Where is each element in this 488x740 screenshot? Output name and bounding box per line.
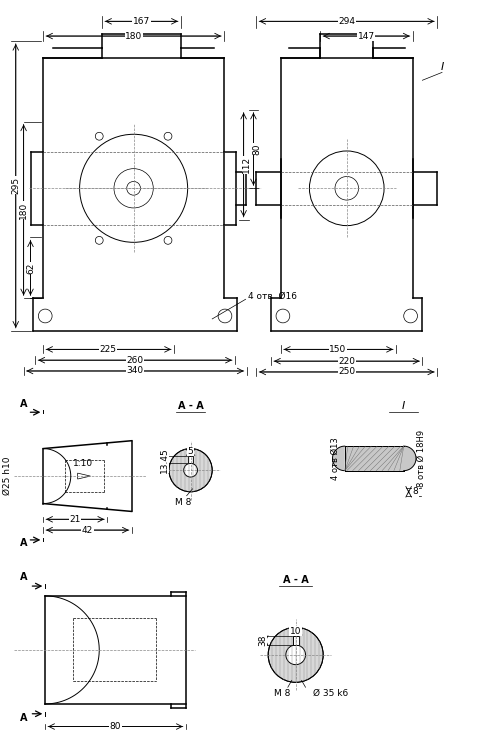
Text: 294: 294 bbox=[338, 17, 354, 26]
Text: 62: 62 bbox=[26, 262, 35, 274]
Text: 260: 260 bbox=[126, 356, 143, 365]
Text: М 8: М 8 bbox=[273, 689, 289, 699]
Text: 1:10: 1:10 bbox=[72, 460, 92, 468]
Text: 180: 180 bbox=[19, 201, 28, 218]
Text: 8 отв Ø 18Н9: 8 отв Ø 18Н9 bbox=[416, 430, 425, 487]
Text: 180: 180 bbox=[125, 32, 142, 41]
Text: А: А bbox=[20, 400, 27, 409]
Text: 250: 250 bbox=[338, 368, 355, 377]
Text: 220: 220 bbox=[338, 357, 354, 366]
Circle shape bbox=[267, 628, 323, 682]
Bar bbox=[292, 636, 298, 645]
Text: 167: 167 bbox=[133, 17, 150, 26]
Text: А: А bbox=[20, 713, 27, 723]
Circle shape bbox=[169, 448, 212, 492]
Text: 4 отв Ø13: 4 отв Ø13 bbox=[330, 437, 339, 480]
Text: 21: 21 bbox=[69, 515, 81, 524]
Text: 225: 225 bbox=[100, 345, 116, 354]
Text: Ø 35 k6: Ø 35 k6 bbox=[313, 689, 348, 699]
Text: А: А bbox=[20, 572, 27, 582]
Text: 42: 42 bbox=[81, 525, 93, 534]
Text: 147: 147 bbox=[357, 32, 374, 41]
Text: 10: 10 bbox=[289, 627, 301, 636]
Text: А - А: А - А bbox=[282, 575, 308, 585]
Text: 5: 5 bbox=[187, 447, 193, 456]
Text: 13.45: 13.45 bbox=[159, 447, 168, 473]
Polygon shape bbox=[332, 446, 344, 471]
Text: 80: 80 bbox=[109, 722, 121, 731]
Text: 340: 340 bbox=[126, 366, 143, 375]
Circle shape bbox=[285, 645, 305, 665]
Polygon shape bbox=[403, 446, 415, 471]
Text: М 8: М 8 bbox=[174, 498, 190, 507]
Text: 295: 295 bbox=[11, 177, 20, 194]
Text: А: А bbox=[20, 538, 27, 548]
Text: I: I bbox=[401, 401, 405, 411]
Circle shape bbox=[183, 463, 197, 477]
Text: А - А: А - А bbox=[177, 401, 203, 411]
Text: 4 отв  Ø16: 4 отв Ø16 bbox=[247, 292, 296, 301]
Text: Ø25 h10: Ø25 h10 bbox=[3, 457, 12, 495]
Text: 112: 112 bbox=[242, 156, 250, 173]
Text: 80: 80 bbox=[251, 144, 261, 155]
Text: 8: 8 bbox=[412, 488, 418, 497]
Bar bbox=[188, 457, 192, 463]
Text: 8: 8 bbox=[412, 488, 418, 497]
Text: 38: 38 bbox=[257, 635, 266, 646]
Text: I: I bbox=[440, 62, 443, 73]
Text: 150: 150 bbox=[328, 345, 346, 354]
Bar bbox=[344, 446, 403, 471]
